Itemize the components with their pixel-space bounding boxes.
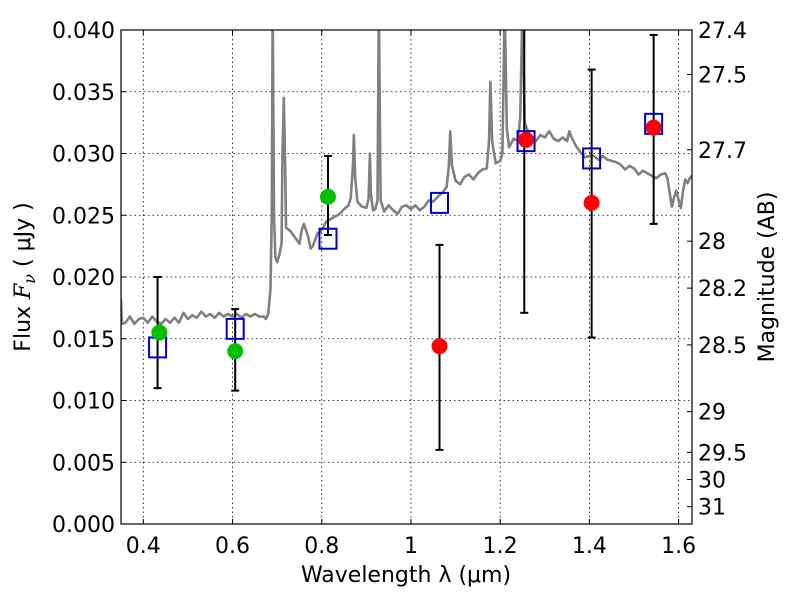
y2-axis-title: Magnitude (AB) bbox=[755, 192, 780, 363]
green-data-point bbox=[151, 324, 168, 341]
y2-tick-label: 28.2 bbox=[698, 277, 747, 302]
y2-tick-label: 28.5 bbox=[698, 334, 747, 359]
y-tick-label: 0.005 bbox=[52, 451, 115, 476]
y-tick-label: 0.035 bbox=[52, 81, 115, 106]
y-axis-title-lead: Flux bbox=[11, 299, 36, 352]
y-tick-label: 0.030 bbox=[52, 143, 115, 168]
x-axis-title: Wavelength λ (μm) bbox=[301, 563, 511, 588]
x-tick-label: 1 bbox=[404, 534, 418, 559]
model-square-marker bbox=[582, 147, 602, 170]
y-axis-title-subscript: ν bbox=[20, 274, 39, 284]
red-data-point bbox=[645, 119, 662, 136]
model-square-marker bbox=[516, 130, 536, 153]
y2-tick-label: 29.5 bbox=[698, 441, 747, 466]
x-tick-label: 0.6 bbox=[215, 534, 250, 559]
gridlines bbox=[121, 29, 692, 525]
model-square-marker bbox=[430, 191, 450, 214]
y2-tick-label: 30 bbox=[698, 469, 726, 494]
x-tick-label: 1.6 bbox=[661, 534, 696, 559]
green-data-point bbox=[227, 343, 244, 360]
y-axis-title-unit: ( μJy ) bbox=[11, 202, 36, 274]
y2-tick-label: 27.5 bbox=[698, 63, 747, 88]
red-data-point bbox=[431, 338, 448, 355]
y-tick-label: 0.040 bbox=[52, 19, 115, 44]
y-tick-label: 0.020 bbox=[52, 266, 115, 291]
y-tick-label: 0.010 bbox=[52, 390, 115, 415]
y2-tick-label: 28 bbox=[698, 230, 726, 255]
y2-tick-label: 27.4 bbox=[698, 19, 747, 44]
model-square-marker bbox=[225, 317, 245, 340]
y2-tick-label: 31 bbox=[698, 496, 726, 521]
tick-labels: 0.4 0.6 0.8 1 1.2 1.4 1.6 0.000 0.005 0.010 0.015 0… bbox=[52, 19, 747, 559]
x-tick-label: 0.4 bbox=[126, 534, 161, 559]
plot-area bbox=[121, 30, 692, 451]
model-square-marker bbox=[318, 227, 338, 250]
y-tick-label: 0.025 bbox=[52, 204, 115, 229]
spectrum-line bbox=[121, 30, 692, 326]
red-data-point bbox=[518, 131, 535, 148]
y-tick-label: 0.000 bbox=[52, 513, 115, 538]
y-axis-title-symbol: F bbox=[11, 283, 36, 300]
x-tick-label: 0.8 bbox=[304, 534, 339, 559]
green-data-point bbox=[319, 188, 336, 205]
red-data-point bbox=[583, 194, 600, 211]
y2-tick-label: 29 bbox=[698, 401, 726, 426]
x-tick-label: 1.2 bbox=[483, 534, 518, 559]
axis-ticks bbox=[121, 29, 692, 525]
y-tick-label: 0.015 bbox=[52, 328, 115, 353]
y2-tick-label: 27.7 bbox=[698, 139, 747, 164]
x-tick-label: 1.4 bbox=[572, 534, 607, 559]
y-axis-title: Flux Fν ( μJy ) bbox=[11, 202, 39, 351]
